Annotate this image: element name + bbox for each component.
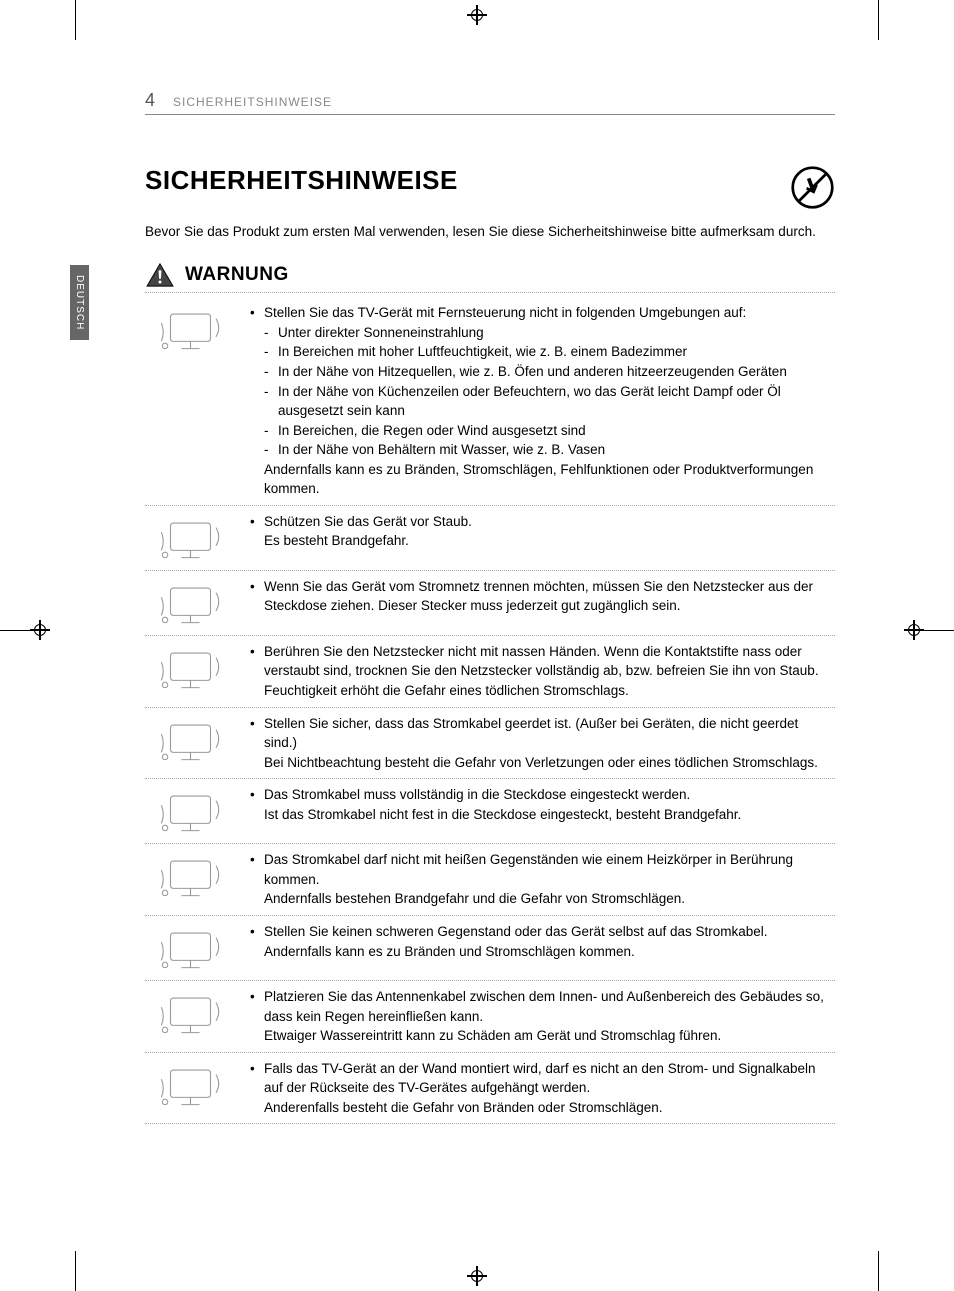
page-header: 4 SICHERHEITSHINWEISE — [145, 90, 835, 115]
warning-row: Berühren Sie den Netzstecker nicht mit n… — [145, 636, 835, 708]
warning-sub-item: In Bereichen, die Regen oder Wind ausges… — [264, 421, 835, 441]
warning-main-text: Stellen Sie das TV-Gerät mit Fernsteueru… — [250, 303, 835, 323]
warning-row: Wenn Sie das Gerät vom Stromnetz trennen… — [145, 571, 835, 636]
registration-mark — [467, 5, 487, 25]
main-title: SICHERHEITSHINWEISE — [145, 165, 458, 196]
crop-mark — [75, 0, 76, 40]
warning-row: Das Stromkabel muss vollständig in die S… — [145, 779, 835, 844]
warning-main-text: Berühren Sie den Netzstecker nicht mit n… — [250, 642, 835, 681]
warning-trailing-text: Ist das Stromkabel nicht fest in die Ste… — [250, 805, 835, 825]
warning-trailing-text: Bei Nichtbeachtung besteht die Gefahr vo… — [250, 753, 835, 773]
warning-sub-item: In Bereichen mit hoher Luftfeuchtigkeit,… — [264, 342, 835, 362]
page-number: 4 — [145, 90, 155, 111]
warning-text: Berühren Sie den Netzstecker nicht mit n… — [250, 642, 835, 701]
warning-main-text: Wenn Sie das Gerät vom Stromnetz trennen… — [250, 577, 835, 616]
header-section-title: SICHERHEITSHINWEISE — [173, 95, 332, 109]
intro-text: Bevor Sie das Produkt zum ersten Mal ver… — [145, 222, 835, 242]
warning-text: Stellen Sie sicher, dass das Stromkabel … — [250, 714, 835, 773]
warning-text: Falls das TV-Gerät an der Wand montiert … — [250, 1059, 835, 1118]
warning-text: Schützen Sie das Gerät vor Staub.Es best… — [250, 512, 835, 564]
warning-row: Stellen Sie keinen schweren Gegenstand o… — [145, 916, 835, 981]
warning-illustration — [145, 987, 235, 1046]
no-touch-icon — [790, 165, 835, 210]
crop-mark — [878, 1251, 879, 1291]
page-content: 4 SICHERHEITSHINWEISE SICHERHEITSHINWEIS… — [145, 90, 835, 1124]
warning-text: Wenn Sie das Gerät vom Stromnetz trennen… — [250, 577, 835, 629]
warning-illustration — [145, 785, 235, 837]
warning-trailing-text: Feuchtigkeit erhöht die Gefahr eines töd… — [250, 681, 835, 701]
warning-illustration — [145, 714, 235, 773]
warning-main-text: Schützen Sie das Gerät vor Staub. — [250, 512, 835, 532]
tv-placement-icon — [153, 305, 228, 355]
warning-main-text: Das Stromkabel darf nicht mit heißen Geg… — [250, 850, 835, 889]
warning-row: Das Stromkabel darf nicht mit heißen Geg… — [145, 844, 835, 916]
warning-main-text: Stellen Sie sicher, dass das Stromkabel … — [250, 714, 835, 753]
warning-sub-item: In der Nähe von Küchenzeilen oder Befeuc… — [264, 382, 835, 421]
warning-text: Das Stromkabel muss vollständig in die S… — [250, 785, 835, 837]
warning-illustration — [145, 512, 235, 564]
unplug-icon — [153, 579, 228, 629]
plug-fully-icon — [153, 787, 228, 837]
warning-row: Stellen Sie sicher, dass das Stromkabel … — [145, 708, 835, 780]
warning-trailing-text: Etwaiger Wassereintritt kann zu Schäden … — [250, 1026, 835, 1046]
title-row: SICHERHEITSHINWEISE — [145, 165, 835, 210]
warning-trailing-text: Andernfalls kann es zu Bränden und Strom… — [250, 942, 835, 962]
warning-row: Platzieren Sie das Antennenkabel zwische… — [145, 981, 835, 1053]
warning-header: WARNUNG — [145, 262, 835, 293]
warning-illustration — [145, 577, 235, 629]
warning-sub-item: Unter direkter Sonneneinstrahlung — [264, 323, 835, 343]
dust-icon — [153, 514, 228, 564]
warning-illustration — [145, 303, 235, 499]
warning-main-text: Das Stromkabel muss vollständig in die S… — [250, 785, 835, 805]
warning-sub-item: In der Nähe von Behältern mit Wasser, wi… — [264, 440, 835, 460]
warning-label: WARNUNG — [185, 264, 289, 286]
heat-source-icon — [153, 852, 228, 902]
warning-main-text: Stellen Sie keinen schweren Gegenstand o… — [250, 922, 835, 942]
warning-triangle-icon — [145, 262, 175, 288]
warning-main-text: Platzieren Sie das Antennenkabel zwische… — [250, 987, 835, 1026]
registration-mark — [467, 1266, 487, 1286]
registration-mark — [30, 620, 50, 640]
warning-text: Platzieren Sie das Antennenkabel zwische… — [250, 987, 835, 1046]
warning-trailing-text: Andernfalls bestehen Brandgefahr und die… — [250, 889, 835, 909]
warning-illustration — [145, 642, 235, 701]
warning-illustration — [145, 922, 235, 974]
warning-text: Stellen Sie das TV-Gerät mit Fernsteueru… — [250, 303, 835, 499]
warning-main-text: Falls das TV-Gerät an der Wand montiert … — [250, 1059, 835, 1098]
heavy-object-icon — [153, 924, 228, 974]
warning-trailing-text: Es besteht Brandgefahr. — [250, 531, 835, 551]
wet-hands-icon — [153, 644, 228, 694]
warnings-list: Stellen Sie das TV-Gerät mit Fernsteueru… — [145, 297, 835, 1124]
crop-mark — [75, 1251, 76, 1291]
warning-illustration — [145, 850, 235, 909]
warning-text: Stellen Sie keinen schweren Gegenstand o… — [250, 922, 835, 974]
warning-trailing-text: Andernfalls kann es zu Bränden, Stromsch… — [250, 460, 835, 499]
wall-mount-icon — [153, 1061, 228, 1111]
warning-row: Schützen Sie das Gerät vor Staub.Es best… — [145, 506, 835, 571]
warning-text: Das Stromkabel darf nicht mit heißen Geg… — [250, 850, 835, 909]
warning-row: Falls das TV-Gerät an der Wand montiert … — [145, 1053, 835, 1125]
language-tab: DEUTSCH — [70, 265, 89, 340]
crop-mark — [878, 0, 879, 40]
registration-mark — [904, 620, 924, 640]
warning-trailing-text: Anderenfalls besteht die Gefahr von Brän… — [250, 1098, 835, 1118]
antenna-icon — [153, 989, 228, 1039]
warning-sub-item: In der Nähe von Hitzequellen, wie z. B. … — [264, 362, 835, 382]
warning-row: Stellen Sie das TV-Gerät mit Fernsteueru… — [145, 297, 835, 506]
grounding-icon — [153, 716, 228, 766]
warning-illustration — [145, 1059, 235, 1118]
